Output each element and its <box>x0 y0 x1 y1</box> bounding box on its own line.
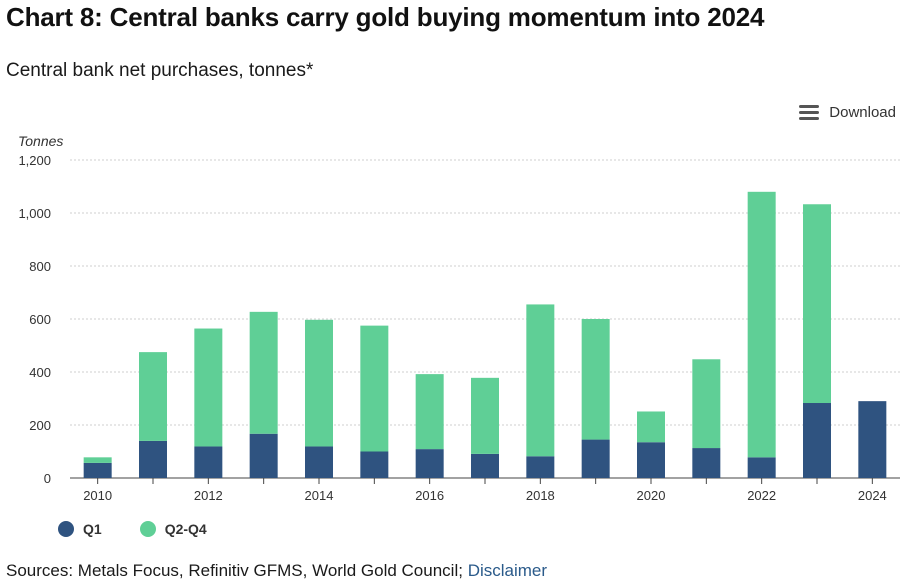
bar-q1[interactable] <box>305 446 333 478</box>
y-tick-label: 600 <box>29 312 51 327</box>
bar-q1[interactable] <box>471 453 499 478</box>
legend-swatch-q1 <box>58 521 74 537</box>
x-tick-label: 2020 <box>637 488 666 503</box>
bar-q1[interactable] <box>747 457 776 478</box>
disclaimer-link[interactable]: Disclaimer <box>467 561 548 580</box>
bar-q2q4[interactable] <box>194 328 223 447</box>
chart-title: Chart 8: Central banks carry gold buying… <box>6 2 765 32</box>
bar-q2q4[interactable] <box>471 377 499 454</box>
bar-q1[interactable] <box>194 446 223 478</box>
x-tick-label: 2010 <box>83 488 112 503</box>
x-tick-label: 2016 <box>415 488 444 503</box>
x-tick-label: 2012 <box>194 488 223 503</box>
bar-q1[interactable] <box>858 401 887 478</box>
legend-item-q1[interactable]: Q1 <box>58 521 102 537</box>
x-tick-label: 2022 <box>747 488 776 503</box>
legend-label-q2q4: Q2-Q4 <box>164 521 207 537</box>
bar-q1[interactable] <box>415 449 444 478</box>
bar-q1[interactable] <box>637 442 665 478</box>
x-tick-label: 2024 <box>858 488 887 503</box>
bar-q2q4[interactable] <box>581 319 610 440</box>
bar-q2q4[interactable] <box>305 319 333 447</box>
bar-q2q4[interactable] <box>747 191 776 458</box>
x-tick-label: 2014 <box>305 488 334 503</box>
y-tick-label: 1,000 <box>18 206 51 221</box>
chart-plot: Tonnes 0 200 400 600 800 1,000 1,200 2010 2012 201… <box>18 133 900 503</box>
bar-q1[interactable] <box>139 440 167 478</box>
x-tick-label: 2018 <box>526 488 555 503</box>
bar-q2q4[interactable] <box>803 204 831 404</box>
bar-q1[interactable] <box>526 456 555 478</box>
bar-q2q4[interactable] <box>360 325 389 452</box>
bar-q1[interactable] <box>249 433 278 478</box>
bar-q1[interactable] <box>803 403 831 478</box>
bar-q2q4[interactable] <box>139 352 167 441</box>
bar-q2q4[interactable] <box>415 374 444 450</box>
y-tick-label: 200 <box>29 418 51 433</box>
bar-q1[interactable] <box>692 448 721 478</box>
sources-note: Sources: Metals Focus, Refinitiv GFMS, W… <box>6 561 547 581</box>
download-label: Download <box>829 104 896 121</box>
bar-q2q4[interactable] <box>692 359 721 449</box>
y-axis-title: Tonnes <box>18 133 63 149</box>
y-tick-label: 0 <box>44 471 51 486</box>
legend-item-q2q4[interactable]: Q2-Q4 <box>139 521 207 537</box>
bar-q1[interactable] <box>83 462 112 478</box>
bar-q2q4[interactable] <box>83 457 112 463</box>
legend-label-q1: Q1 <box>83 521 102 537</box>
legend-swatch-q2q4 <box>139 521 156 537</box>
menu-icon <box>799 105 820 120</box>
y-tick-label: 800 <box>29 259 51 274</box>
bar-q2q4[interactable] <box>637 411 665 443</box>
chart-subtitle: Central bank net purchases, tonnes* <box>6 60 314 81</box>
y-tick-label: 400 <box>29 365 51 380</box>
bar-q2q4[interactable] <box>526 304 555 457</box>
y-tick-label: 1,200 <box>18 153 51 168</box>
bar-q1[interactable] <box>581 439 610 478</box>
bar-q2q4[interactable] <box>249 311 278 434</box>
download-button[interactable]: Download <box>799 104 896 121</box>
bar-q1[interactable] <box>360 451 389 479</box>
chart-legend: Q1 Q2-Q4 <box>58 521 207 537</box>
sources-text: Sources: Metals Focus, Refinitiv GFMS, W… <box>6 561 463 580</box>
